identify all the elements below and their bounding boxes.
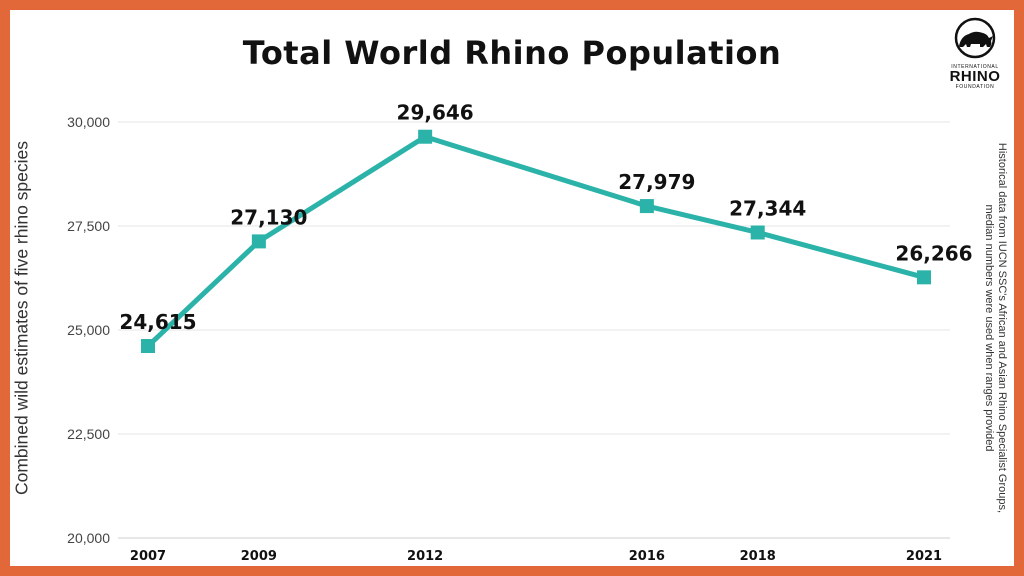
x-tick-label: 2007 bbox=[130, 549, 166, 564]
data-label: 27,130 bbox=[230, 205, 307, 229]
data-point-marker bbox=[917, 270, 931, 285]
chart-card: Total World Rhino Population INTERNATION… bbox=[10, 10, 1014, 566]
x-tick-label: 2018 bbox=[740, 549, 776, 564]
y-tick-label: 30,000 bbox=[67, 114, 110, 130]
x-tick-label: 2009 bbox=[241, 549, 277, 564]
logo-main-text: RHINO bbox=[949, 68, 1001, 85]
rhino-foundation-logo: INTERNATIONAL RHINO FOUNDATION bbox=[945, 16, 1005, 92]
y-tick-label: 20,000 bbox=[67, 530, 110, 546]
chart-title: Total World Rhino Population bbox=[242, 34, 782, 72]
data-point-marker bbox=[750, 225, 765, 240]
y-tick-label: 25,000 bbox=[67, 322, 110, 338]
y-tick-label: 22,500 bbox=[67, 426, 110, 442]
data-label: 27,979 bbox=[618, 170, 695, 194]
y-tick-label: 27,500 bbox=[67, 218, 110, 234]
x-tick-label: 2016 bbox=[629, 549, 665, 564]
data-label: 26,266 bbox=[895, 241, 972, 265]
data-point-marker bbox=[141, 339, 155, 354]
rhino-icon bbox=[954, 17, 996, 59]
series-line bbox=[146, 134, 925, 348]
logo-bottom-text: FOUNDATION bbox=[955, 84, 995, 90]
data-label: 27,344 bbox=[729, 196, 806, 220]
data-label: 29,646 bbox=[397, 101, 474, 125]
data-point-marker bbox=[251, 234, 266, 249]
data-point-marker bbox=[639, 199, 654, 214]
data-label: 24,615 bbox=[119, 310, 196, 334]
logo-top-text: INTERNATIONAL bbox=[951, 64, 999, 70]
data-point-marker bbox=[418, 129, 433, 144]
x-tick-label: 2021 bbox=[906, 549, 942, 564]
x-tick-label: 2012 bbox=[407, 549, 443, 564]
